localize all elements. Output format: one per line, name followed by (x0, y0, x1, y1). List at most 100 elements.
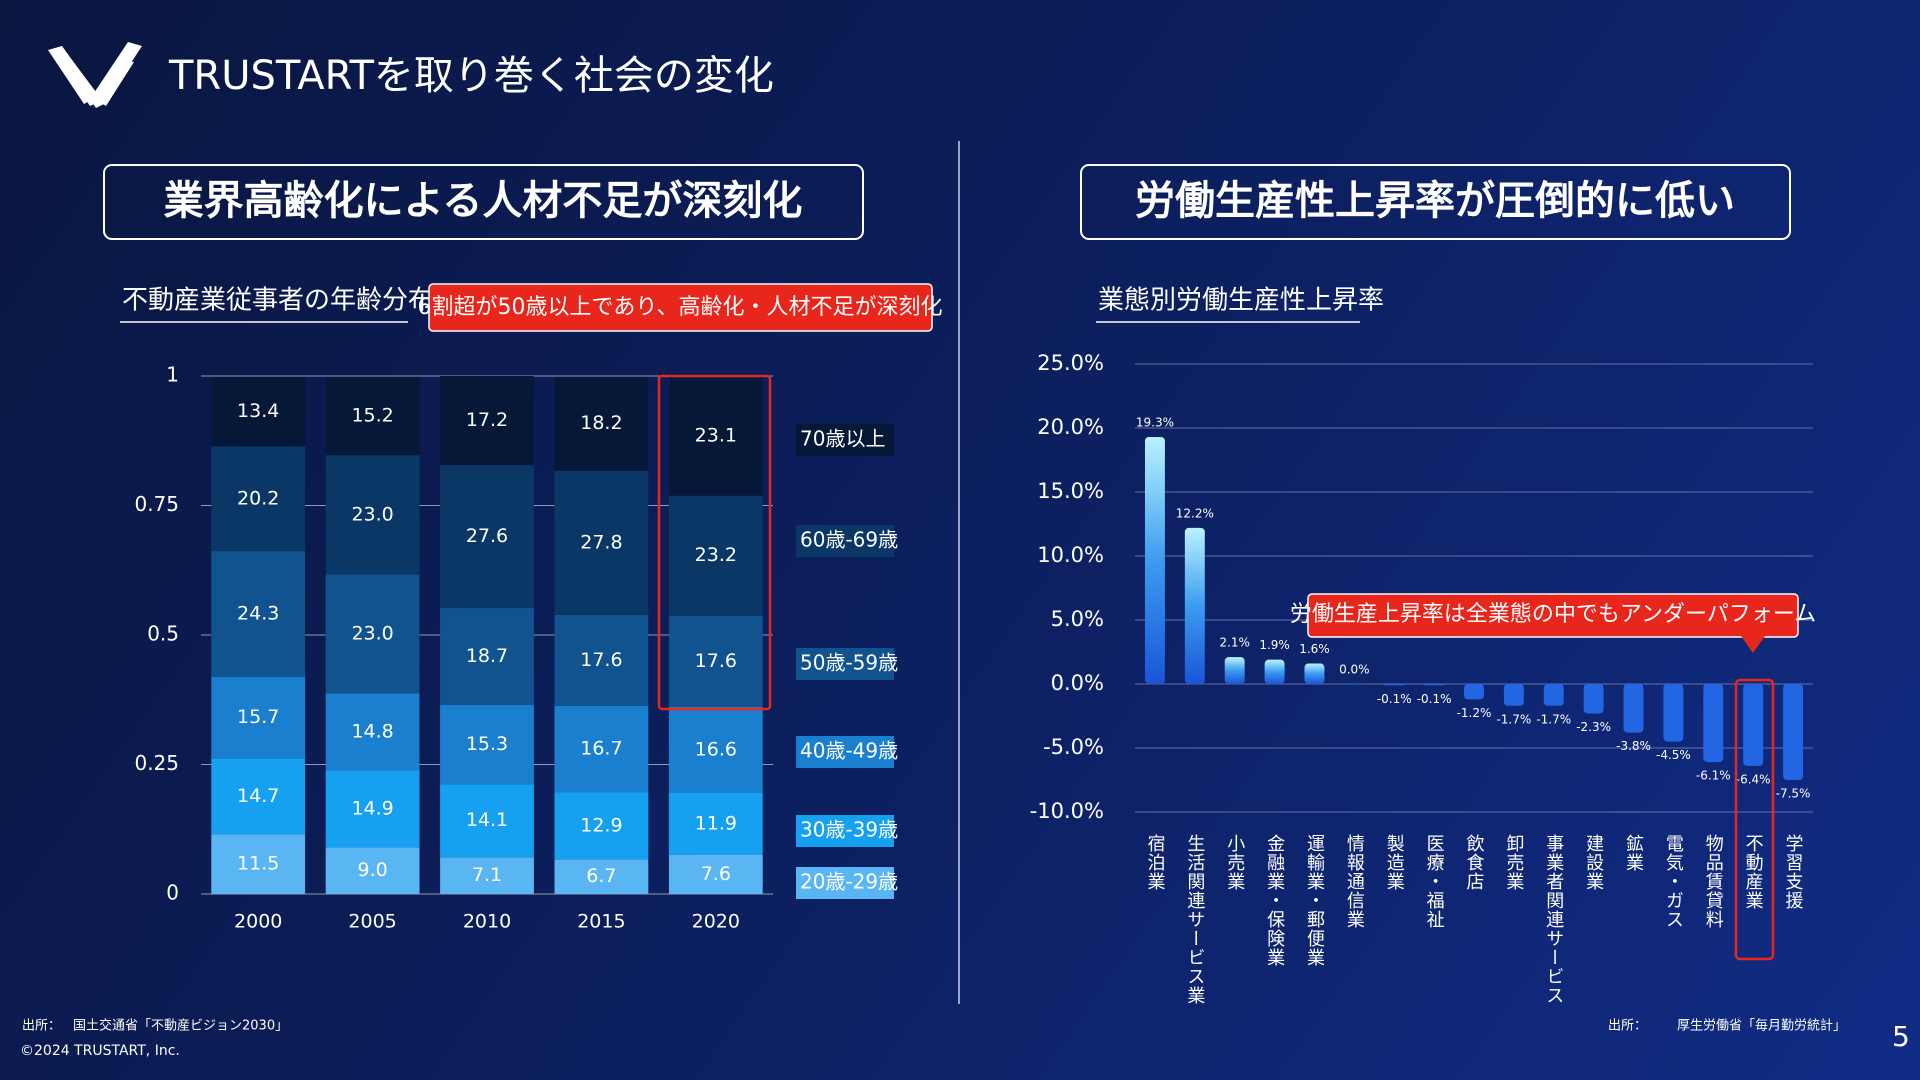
bar (1703, 684, 1724, 763)
bar (1543, 684, 1564, 706)
value-label: 15.2 (351, 404, 393, 426)
value-label: 1.9% (1259, 638, 1290, 652)
bar-segment (554, 792, 649, 860)
legend-label: 70歳以上 (800, 427, 885, 451)
highlight-box (657, 374, 772, 711)
bar-segment (211, 551, 306, 677)
value-label: -1.7% (1496, 712, 1531, 726)
annotation: 6割超が50歳以上であり、高齢化・人材不足が深刻化 (418, 295, 943, 320)
productivity-chart: -10.0% -5.0% 0.0% 5.0% 10.0% 15.0% 20.0% 25.0% 宿… (1030, 351, 1813, 1005)
value-label: 24.3 (237, 603, 279, 625)
bar-segment (440, 608, 534, 705)
bar-segment (668, 854, 763, 894)
bar (1144, 436, 1165, 684)
value-label: 17.2 (466, 409, 508, 431)
legend-swatch (796, 525, 894, 557)
bar (1583, 684, 1604, 714)
bar (1264, 659, 1285, 684)
bar-segment (211, 446, 306, 552)
x-tick-label: 情報通信業 (1344, 834, 1365, 929)
x-tick-label: 電気・ガス (1663, 834, 1684, 929)
heading-box (103, 164, 864, 240)
x-tick-label: 2020 (692, 911, 740, 933)
value-label: 19.3% (1136, 415, 1174, 429)
value-label: -0.1% (1417, 692, 1452, 706)
value-label: -7.5% (1776, 787, 1811, 801)
y-tick-label: 0.75 (134, 492, 179, 516)
value-label: 20.2 (237, 487, 279, 509)
y-tick-label: 0 (166, 881, 179, 905)
value-label: -6.4% (1736, 772, 1771, 786)
x-tick-label: 2005 (348, 911, 396, 933)
bar (1424, 684, 1445, 686)
value-label: 11.5 (237, 853, 279, 875)
value-label: 16.6 (695, 738, 737, 760)
x-tick-label: 小売業 (1224, 834, 1245, 891)
value-label: 15.3 (466, 733, 508, 755)
bar-segment (211, 377, 306, 447)
x-tick-label: 2010 (463, 911, 511, 933)
slide-title: TRUSTARTを取り巻く社会の変化 (168, 53, 774, 99)
value-label: 12.9 (580, 814, 622, 836)
annotation: 労働生産上昇率は全業態の中でもアンダーパフォーム (1290, 602, 1816, 627)
value-label: 27.8 (580, 531, 622, 553)
x-tick-label: 宿泊業 (1144, 834, 1165, 891)
y-tick-label: 5.0% (1051, 607, 1104, 631)
x-tick-label: 飲食店 (1464, 834, 1485, 891)
x-tick-label: 医療・福祉 (1424, 834, 1445, 929)
bar (1344, 684, 1365, 685)
value-label: -6.1% (1696, 769, 1731, 783)
legend-swatch (796, 424, 894, 456)
bar-segment (325, 847, 420, 894)
page-number: 5 (1892, 1020, 1910, 1053)
bar-segment (668, 615, 763, 708)
bar-segment (211, 834, 306, 894)
source-label: 出所： (1608, 1019, 1647, 1034)
chart-title: 不動産業従事者の年齢分布 (122, 286, 434, 316)
legend-label: 50歳-59歳 (800, 651, 898, 675)
bar-segment (211, 758, 306, 835)
value-label: 18.2 (580, 412, 622, 434)
y-tick-label: 25.0% (1037, 351, 1104, 375)
bar-segment (211, 676, 306, 759)
chart-title: 業態別労働生産性上昇率 (1098, 286, 1384, 316)
bar-segment (554, 470, 649, 615)
value-label: 2.1% (1219, 636, 1250, 650)
bar (1304, 663, 1325, 684)
value-label: 15.7 (237, 706, 279, 728)
bar-segment (668, 792, 763, 855)
value-label: 11.9 (695, 812, 737, 834)
value-label: 9.0 (357, 859, 387, 881)
bar (1224, 657, 1245, 684)
heading-box (1080, 164, 1791, 240)
bar-segment (668, 376, 763, 496)
value-label: 14.1 (466, 809, 508, 831)
value-label: 16.7 (580, 738, 622, 760)
bar-segment (325, 693, 420, 771)
bar (1464, 684, 1484, 700)
bar-segment (554, 705, 649, 793)
x-tick-label: 不動産業 (1743, 834, 1764, 910)
bar (1184, 527, 1205, 684)
x-tick-label: 卸売業 (1503, 834, 1524, 891)
value-label: 27.6 (466, 525, 508, 547)
bar (1783, 684, 1804, 780)
bar-segment (554, 859, 649, 894)
y-tick-label: 15.0% (1037, 479, 1104, 503)
value-label: -3.8% (1616, 739, 1651, 753)
x-tick-label: 2015 (577, 911, 625, 933)
copyright: ©2024 TRUSTART, Inc. (20, 1043, 180, 1059)
x-tick-label: 学習支援 (1783, 834, 1804, 910)
value-label: -1.2% (1457, 706, 1492, 720)
value-label: 17.6 (580, 649, 622, 671)
value-label: 14.7 (237, 785, 279, 807)
bar (1623, 684, 1644, 733)
bar-segment (554, 614, 649, 706)
bar-segment (668, 495, 763, 616)
x-tick-label: 物品賃貸料 (1703, 834, 1724, 929)
y-tick-label: -5.0% (1043, 735, 1104, 759)
value-label: 18.7 (466, 645, 508, 667)
bar-segment (440, 465, 534, 609)
y-tick-label: 10.0% (1037, 543, 1104, 567)
